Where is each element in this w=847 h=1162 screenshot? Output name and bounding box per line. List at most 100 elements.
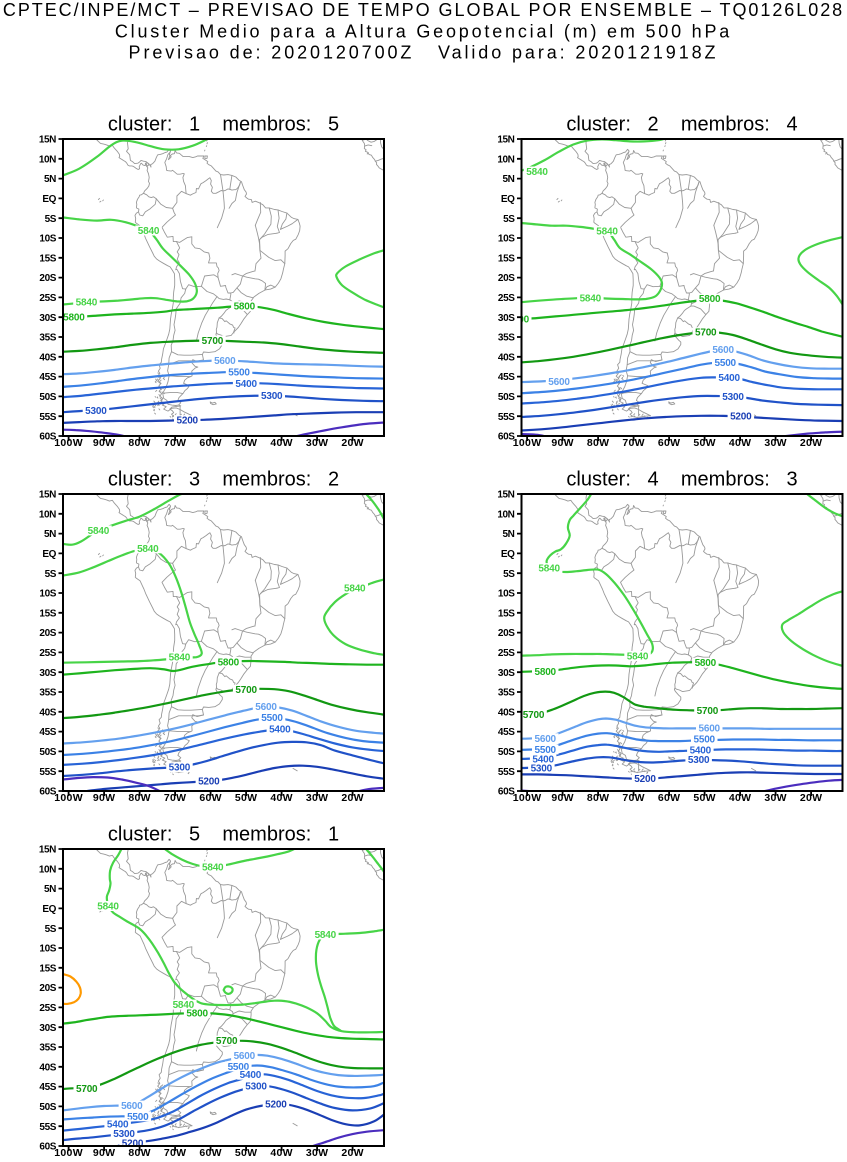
svg-text:5700: 5700 (523, 710, 545, 721)
svg-text:5500: 5500 (228, 368, 250, 379)
svg-text:5N: 5N (503, 174, 515, 185)
svg-text:5400: 5400 (718, 373, 740, 384)
svg-text:5400: 5400 (532, 754, 554, 765)
svg-text:5S: 5S (45, 924, 57, 935)
svg-text:20S: 20S (39, 628, 56, 639)
svg-text:15S: 15S (39, 253, 56, 264)
svg-text:5600: 5600 (234, 1051, 256, 1062)
svg-text:5N: 5N (44, 529, 56, 540)
svg-text:50S: 50S (498, 392, 515, 403)
svg-text:20W: 20W (341, 1147, 364, 1157)
svg-text:5600: 5600 (712, 345, 734, 356)
svg-text:EQ: EQ (42, 194, 56, 205)
svg-text:5840: 5840 (526, 167, 548, 178)
svg-text:10S: 10S (39, 589, 56, 600)
svg-text:50W: 50W (235, 1147, 258, 1157)
svg-text:45S: 45S (498, 727, 515, 738)
svg-text:5300: 5300 (688, 755, 710, 766)
svg-text:5840: 5840 (138, 226, 160, 237)
svg-text:EQ: EQ (501, 194, 515, 205)
svg-text:100W: 100W (513, 792, 542, 804)
svg-text:5800: 5800 (186, 1008, 208, 1019)
svg-text:70W: 70W (164, 437, 187, 449)
svg-text:5200: 5200 (730, 412, 752, 423)
svg-text:35S: 35S (39, 688, 56, 699)
svg-text:5700: 5700 (235, 685, 257, 696)
svg-text:40W: 40W (729, 792, 752, 804)
svg-text:50W: 50W (693, 792, 716, 804)
svg-text:15S: 15S (39, 608, 56, 619)
svg-text:5600: 5600 (534, 734, 556, 745)
svg-text:40W: 40W (270, 1147, 293, 1157)
svg-text:55S: 55S (498, 412, 515, 423)
svg-text:EQ: EQ (42, 904, 56, 915)
svg-text:5200: 5200 (634, 774, 656, 785)
svg-text:30W: 30W (306, 792, 329, 804)
svg-text:30S: 30S (39, 668, 56, 679)
svg-text:80W: 80W (128, 1147, 151, 1157)
svg-text:15S: 15S (498, 608, 515, 619)
svg-text:5800: 5800 (699, 294, 721, 305)
svg-text:5800: 5800 (534, 667, 556, 678)
svg-text:5840: 5840 (627, 652, 649, 663)
svg-text:40S: 40S (39, 1062, 56, 1073)
svg-text:10N: 10N (497, 509, 514, 520)
svg-text:Cluster Medio para a Altura Ge: Cluster Medio para a Altura Geopotencial… (115, 22, 732, 42)
svg-text:5S: 5S (45, 569, 57, 580)
svg-text:10S: 10S (39, 234, 56, 245)
svg-text:5500: 5500 (228, 1062, 250, 1073)
svg-text:50S: 50S (39, 392, 56, 403)
svg-text:30S: 30S (498, 668, 515, 679)
svg-text:5200: 5200 (176, 416, 198, 427)
svg-text:5N: 5N (44, 174, 56, 185)
svg-text:15N: 15N (497, 490, 514, 501)
svg-text:5800: 5800 (507, 314, 529, 325)
svg-text:5840: 5840 (97, 902, 119, 913)
svg-text:70W: 70W (622, 437, 645, 449)
svg-text:5700: 5700 (695, 328, 717, 339)
svg-text:5S: 5S (503, 214, 515, 225)
svg-text:5840: 5840 (315, 930, 337, 941)
svg-text:60W: 60W (658, 437, 681, 449)
svg-text:20S: 20S (39, 983, 56, 994)
svg-text:10N: 10N (39, 509, 56, 520)
svg-text:50S: 50S (39, 1102, 56, 1113)
svg-text:5700: 5700 (202, 336, 224, 347)
svg-text:50W: 50W (693, 437, 716, 449)
svg-text:35S: 35S (39, 333, 56, 344)
svg-text:15N: 15N (39, 490, 56, 501)
svg-text:80W: 80W (587, 437, 610, 449)
svg-text:cluster: 5 membros: 1: cluster: 5 membros: 1 (108, 824, 339, 846)
svg-text:70W: 70W (164, 1147, 187, 1157)
svg-text:45S: 45S (39, 372, 56, 383)
svg-text:5700: 5700 (76, 1084, 98, 1095)
svg-text:55S: 55S (39, 767, 56, 778)
svg-text:5400: 5400 (690, 745, 712, 756)
svg-text:5840: 5840 (538, 564, 560, 575)
svg-text:5800: 5800 (218, 657, 240, 668)
svg-text:5600: 5600 (548, 377, 570, 388)
svg-text:20W: 20W (341, 792, 364, 804)
svg-text:30W: 30W (764, 437, 787, 449)
svg-text:5400: 5400 (240, 1070, 262, 1081)
svg-text:5700: 5700 (216, 1036, 238, 1047)
svg-text:70W: 70W (622, 792, 645, 804)
svg-text:10N: 10N (497, 154, 514, 165)
svg-text:CPTEC/INPE/MCT – PREVISAO DE T: CPTEC/INPE/MCT – PREVISAO DE TEMPO GLOBA… (3, 0, 844, 20)
svg-text:100W: 100W (513, 437, 542, 449)
svg-text:100W: 100W (54, 1147, 83, 1157)
svg-text:80W: 80W (128, 437, 151, 449)
svg-text:90W: 90W (93, 792, 116, 804)
svg-text:5840: 5840 (580, 293, 602, 304)
svg-text:cluster: 4 membros: 3: cluster: 4 membros: 3 (566, 469, 797, 491)
svg-text:15S: 15S (498, 253, 515, 264)
svg-text:Previsao de: 2020120700Z Val: Previsao de: 2020120700Z Valido para: 20… (129, 43, 719, 63)
svg-text:30W: 30W (306, 1147, 329, 1157)
svg-text:cluster: 3 membros: 2: cluster: 3 membros: 2 (108, 469, 339, 491)
svg-text:5N: 5N (44, 884, 56, 895)
svg-text:60S: 60S (498, 432, 515, 443)
svg-text:5840: 5840 (173, 1000, 195, 1011)
svg-text:40S: 40S (498, 352, 515, 363)
svg-text:60W: 60W (199, 437, 222, 449)
svg-text:30S: 30S (39, 313, 56, 324)
